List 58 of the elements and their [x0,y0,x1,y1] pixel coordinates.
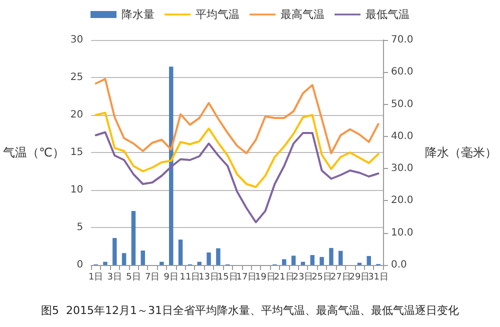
x-tick-label: 25日 [312,272,332,282]
bar [320,256,324,265]
x-tick-label: 11日 [180,272,200,282]
y2-tick-label: 50.0 [391,98,414,110]
y-tick-label: 25 [70,72,84,83]
bar [160,262,164,265]
y-tick-label: 30 [70,34,84,46]
x-tick-label: 31日 [368,272,389,282]
x-tick-label: 23日 [292,272,314,282]
x-tick-label: 9日 [164,272,179,282]
legend-label: 最低气温 [366,8,410,21]
line-series [94,112,380,188]
bar [178,240,183,265]
x-tick-label: 19日 [255,272,276,282]
bar [103,262,108,265]
y2-tick-label: 0.0 [391,260,407,270]
legend-label: 平均气温 [196,8,240,21]
x-tick-label: 15日 [217,272,238,282]
bar [206,252,211,265]
bar [131,211,136,265]
y-tick-label: 20 [70,110,84,120]
bar [338,250,343,265]
y-tick-label: 10 [70,184,84,196]
bar [122,253,126,265]
bar [366,256,371,265]
y2-tick-label: 20.0 [391,195,414,206]
x-tick-label: 27日 [330,272,351,282]
x-tick-label: 5日 [126,272,141,282]
x-tick-label: 17日 [236,272,257,282]
x-tick-label: 13日 [198,272,220,282]
y2-tick-label: 60.0 [391,66,414,78]
y-axis-title: 气温（℃） [2,146,64,160]
line-series [94,131,380,224]
y2-tick-label: 10.0 [391,227,414,238]
bar [140,250,146,265]
y2-tick-label: 70.0 [391,34,414,46]
x-tick-label: 29日 [349,272,370,282]
bar [282,259,286,265]
x-tick-label: 21日 [274,272,294,282]
y2-tick-label: 30.0 [391,163,414,174]
bar [329,248,334,265]
y2-axis-title: 降水（毫米） [425,146,497,160]
x-tick-label: 3日 [107,272,122,282]
bar [216,248,220,265]
y2-tick-label: 40.0 [391,130,414,142]
y-tick-label: 0 [76,260,84,270]
text: 图5 2015年12月1～31日全省平均降水量、平均气温、最高气温、最低气温逐日变化 [41,304,459,317]
line-series [94,78,380,154]
x-tick-label: 1日 [88,272,104,282]
bar [291,256,296,265]
legend-label: 降水量 [122,8,154,21]
bar [310,255,314,265]
y-tick-label: 5 [76,222,84,233]
x-tick-label: 7日 [144,272,160,282]
y-tick-label: 15 [70,147,84,158]
bar [112,238,117,265]
bar [169,66,174,265]
legend-label: 最高气温 [280,8,324,21]
